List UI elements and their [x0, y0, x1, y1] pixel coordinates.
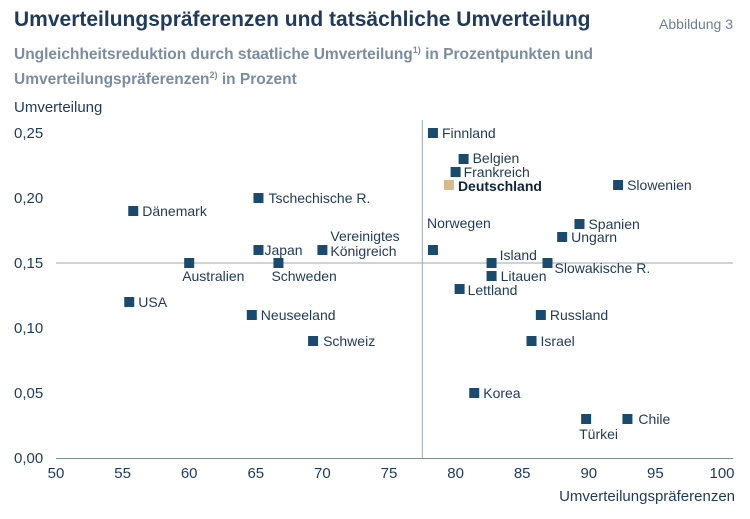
point-label-tschechische-r-: Tschechische R.	[268, 190, 370, 206]
point-label-slowenien: Slowenien	[627, 177, 692, 193]
point-marker-schweden	[273, 258, 284, 268]
point-marker-chile	[622, 414, 633, 424]
point-label-belgien: Belgien	[473, 150, 520, 166]
point-marker-slowenien	[613, 180, 624, 190]
point-label-dänemark: Dänemark	[142, 203, 208, 219]
point-marker-finnland	[427, 128, 438, 138]
point-marker-belgien	[458, 154, 469, 164]
x-tick-label: 70	[314, 465, 331, 482]
x-tick-label: 60	[181, 465, 198, 482]
axes: 0,00 0,05 0,10 0,15 0,20 0,25 50 55 60 65 70 75 80 85…	[14, 120, 735, 482]
point-marker-russland	[535, 310, 546, 320]
x-tick-label: 95	[647, 465, 664, 482]
point-label-neuseeland: Neuseeland	[261, 307, 336, 323]
point-marker-australien	[184, 258, 195, 268]
point-marker-schweiz	[308, 336, 319, 346]
point-label-vereinigtes-königreich: Vereinigtes	[330, 228, 399, 244]
x-tick-label: 50	[48, 465, 65, 482]
point-marker-ungarn	[557, 232, 568, 242]
subtitle-text-1: Ungleichheitsreduktion durch staatliche …	[14, 46, 413, 64]
x-tick-label: 55	[114, 465, 131, 482]
y-tick-label: 0,05	[14, 385, 43, 402]
point-marker-usa	[124, 297, 135, 307]
point-label-vereinigtes-königreich-line2: Königreich	[330, 243, 396, 259]
point-marker-türkei	[581, 414, 592, 424]
point-label-schweden: Schweden	[271, 268, 336, 284]
point-label-frankreich: Frankreich	[464, 164, 530, 180]
point-label-israel: Israel	[541, 333, 575, 349]
y-tick-label: 0,25	[14, 125, 43, 142]
y-axis-label: Umverteilung	[14, 99, 102, 116]
point-marker-island	[486, 258, 497, 268]
point-label-ungarn: Ungarn	[571, 229, 617, 245]
y-tick-label: 0,15	[14, 255, 43, 272]
point-label-deutschland: Deutschland	[458, 178, 542, 194]
point-marker-lettland	[454, 284, 465, 294]
point-marker-spanien	[574, 219, 585, 229]
point-label-chile: Chile	[638, 411, 670, 427]
y-tick-label: 0,00	[14, 450, 43, 467]
point-label-australien: Australien	[182, 268, 244, 284]
point-label-litauen: Litauen	[501, 268, 547, 284]
x-tick-label: 65	[247, 465, 264, 482]
chart-title: Umverteilungspräferenzen und tatsächlich…	[14, 8, 591, 31]
point-label-russland: Russland	[550, 307, 608, 323]
point-label-lettland: Lettland	[468, 282, 518, 298]
x-tick-label: 80	[447, 465, 464, 482]
point-label-spanien: Spanien	[588, 216, 639, 232]
point-marker-neuseeland	[246, 310, 257, 320]
point-marker-tschechische-r-	[253, 193, 264, 203]
x-axis-label: Umverteilungspräferenzen	[559, 488, 735, 505]
point-label-türkei: Türkei	[579, 426, 618, 442]
point-label-japan: Japan	[264, 242, 302, 258]
figure-label: Abbildung 3	[659, 16, 733, 32]
chart-subtitle: Ungleichheitsreduktion durch staatliche …	[14, 40, 664, 90]
point-label-island: Island	[500, 247, 537, 263]
x-tick-label: 90	[580, 465, 597, 482]
point-label-slowakische-r-: Slowakische R.	[555, 260, 651, 276]
point-marker-litauen	[486, 271, 497, 281]
footnote-marker-2: 2)	[209, 70, 218, 81]
point-marker-slowakische-r-	[542, 258, 553, 268]
x-tick-label: 100	[709, 465, 734, 482]
x-tick-label: 75	[381, 465, 398, 482]
y-tick-label: 0,20	[14, 190, 43, 207]
y-tick-label: 0,10	[14, 320, 43, 337]
point-marker-dänemark	[128, 206, 139, 216]
point-label-finnland: Finnland	[442, 125, 496, 141]
point-label-norwegen: Norwegen	[427, 215, 491, 231]
point-marker-japan	[253, 245, 264, 255]
point-marker-norwegen	[427, 245, 438, 255]
subtitle-text-2: in Prozentpunkten und Umverteilungspräfe…	[14, 46, 594, 89]
footnote-marker-1: 1)	[412, 45, 421, 55]
point-marker-deutschland	[443, 180, 454, 190]
point-marker-vereinigtes-königreich	[317, 245, 328, 255]
point-marker-israel	[526, 336, 537, 346]
x-tick-label: 85	[514, 465, 531, 482]
point-label-schweiz: Schweiz	[323, 333, 375, 349]
subtitle-text-3: in Prozent	[217, 71, 297, 89]
point-marker-korea	[469, 388, 480, 398]
point-label-usa: USA	[138, 294, 167, 310]
point-label-korea: Korea	[483, 385, 521, 401]
point-marker-frankreich	[450, 167, 461, 177]
